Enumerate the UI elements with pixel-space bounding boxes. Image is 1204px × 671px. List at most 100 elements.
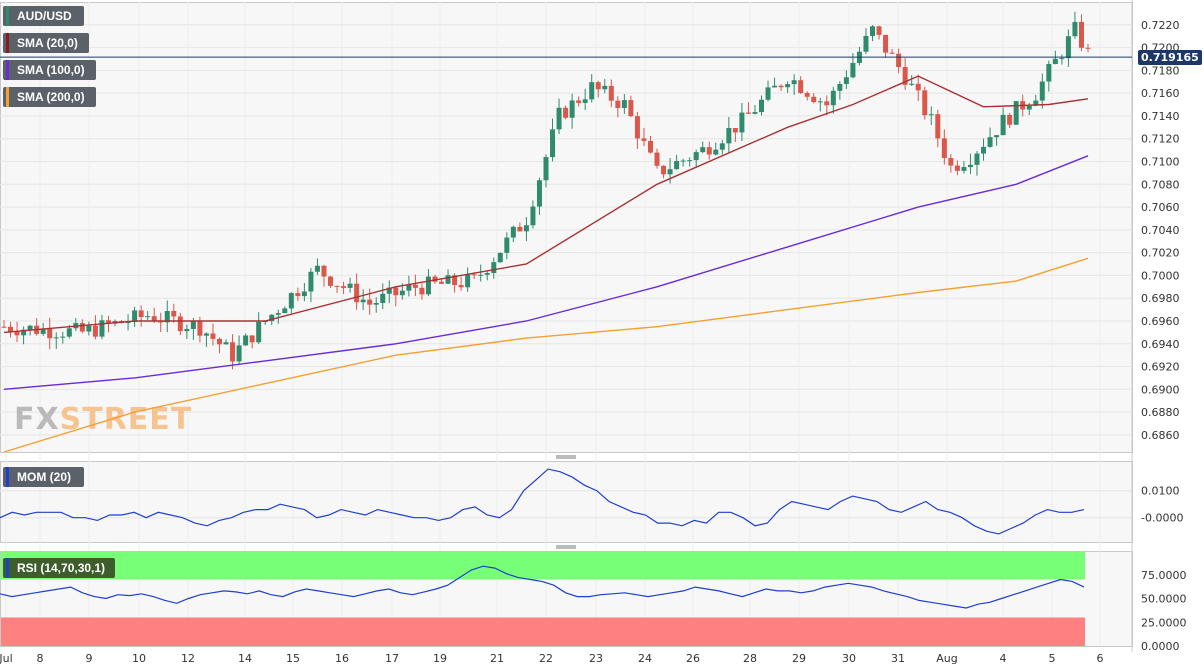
y-tick-label: 0.7140 [1141,110,1180,123]
sma100-line [3,155,1089,390]
candle-body [791,80,797,85]
candle-body [308,271,314,292]
candle-body [772,85,778,88]
candle-body [171,311,177,317]
candle-body [197,320,203,336]
candle-body [190,320,196,330]
candle-body [328,276,334,286]
candle-body [269,314,275,322]
candle-body [1013,101,1019,125]
candle-body [223,342,229,345]
logo-fx: FX [14,402,60,437]
x-tick-label: 26 [686,652,700,665]
candle-body [314,265,320,272]
candle-body [667,169,673,175]
candle-body [830,90,836,106]
candle-body [896,53,902,67]
y-tick-label: 0.6920 [1141,361,1180,374]
y-tick-label: 0.7060 [1141,201,1180,214]
legend-mom[interactable]: MOM (20) [3,467,84,487]
candle-body [817,101,823,103]
candle-body [1078,21,1084,48]
x-tick-label: 14 [238,652,252,665]
legend-rsi[interactable]: RSI (14,70,30,1) [3,558,115,578]
legend-mom-label: MOM (20) [17,470,71,484]
sma20-swatch [6,33,9,53]
candle-body [661,165,667,175]
y-tick-label: 0.7080 [1141,178,1180,191]
legend-sma20[interactable]: SMA (20,0) [3,33,89,53]
x-tick-label: 9 [86,652,93,665]
candle-body [1033,100,1039,106]
candle-body [909,83,915,85]
candle-body [693,152,699,161]
candle-body [530,206,536,226]
candle-body [1000,114,1006,136]
candle-body [680,160,686,162]
candle-body [863,35,869,52]
candle-body [589,82,595,100]
candle-body [798,80,804,94]
legend-sma200[interactable]: SMA (200,0) [3,87,96,107]
candle-body [713,149,719,155]
x-tick-label: 15 [286,652,300,665]
candle-body [132,310,138,323]
x-tick-label: 8 [37,652,44,665]
logo-street: STREET [59,402,193,437]
candle-body [974,153,980,165]
candle-body [504,237,510,253]
rsi-line [0,565,1085,609]
candle-body [419,287,425,295]
x-tick-label: 17 [385,652,399,665]
mom-line [0,468,1085,535]
candle-body [471,274,477,276]
y-tick-label: 0.7160 [1141,87,1180,100]
candle-body [458,285,464,288]
legend-sma100[interactable]: SMA (100,0) [3,60,96,80]
candle-body [582,99,588,103]
candle-body [941,138,947,159]
candle-body [602,85,608,90]
candle-body [478,274,484,276]
candle-body [948,158,954,166]
x-tick-label: 22 [539,652,553,665]
candle-body [491,262,497,274]
candle-body [8,326,14,332]
y-tick-label: 0.7100 [1141,155,1180,168]
rsi-tick-label: 25.0000 [1141,616,1187,629]
y-tick-label: 0.6860 [1141,429,1180,442]
x-tick-label: 31 [891,652,905,665]
current-price-tag: 0.719165 [1138,50,1202,66]
legend-sma100-label: SMA (100,0) [17,63,85,77]
candle-body [66,328,72,337]
candle-body [354,283,360,303]
candle-body [1007,114,1013,125]
candle-body [216,338,222,345]
legend-symbol[interactable]: AUD/USD [3,6,84,26]
candle-body [256,321,262,343]
rsi-swatch [6,558,9,578]
sma200-line [3,257,1089,453]
candle-body [236,345,242,362]
candle-body [883,34,889,53]
rsi-oversold-zone [1,617,1085,646]
candle-body [824,101,830,106]
candle-body [654,152,660,166]
x-tick-label: 12 [181,652,195,665]
candle-body [641,138,647,141]
candle-body [902,66,908,85]
candle-body [145,316,151,318]
x-tick-label: 29 [792,652,806,665]
y-tick-label: 0.7120 [1141,133,1180,146]
candle-body [758,99,764,113]
candle-body [138,310,144,318]
candle-body [243,335,249,346]
candle-body [647,140,653,153]
sma200-swatch [6,87,9,107]
candle-body [615,100,621,108]
candle-body [536,180,542,207]
x-tick-label: 5 [1049,652,1056,665]
candle-body [412,284,418,288]
candle-body [922,90,928,116]
